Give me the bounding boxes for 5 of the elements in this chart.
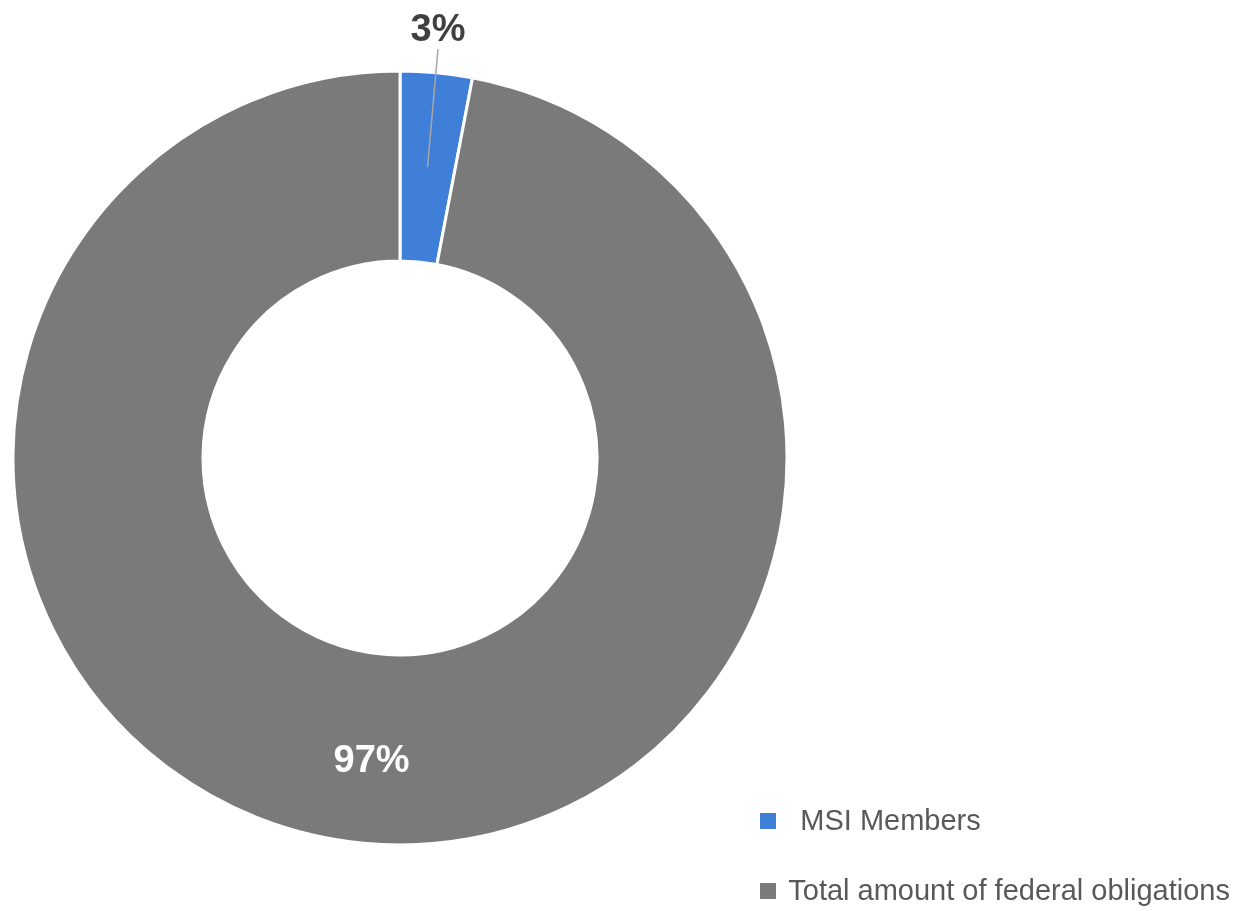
donut-slice <box>11 69 789 847</box>
data-label: 97% <box>333 737 410 780</box>
legend-label: MSI Members <box>800 804 981 837</box>
data-label: 3% <box>410 7 466 49</box>
legend-label: Total amount of federal obligations <box>788 874 1230 907</box>
